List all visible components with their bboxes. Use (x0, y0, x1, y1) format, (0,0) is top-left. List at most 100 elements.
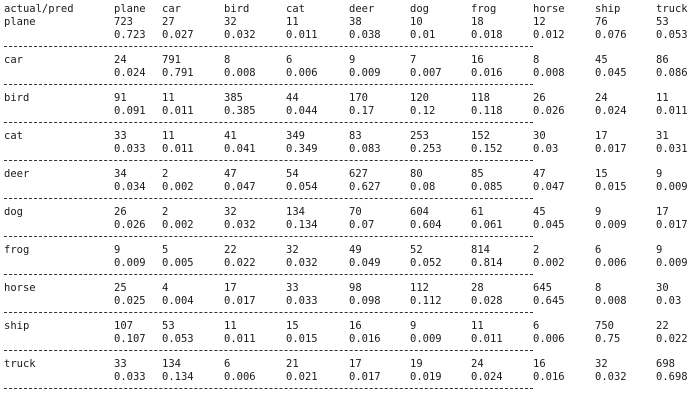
count-cell: 26 (114, 206, 127, 218)
rate-cell: 0.044 (286, 105, 318, 117)
col-header: dog (410, 3, 429, 15)
rate-cell: 0.627 (349, 181, 381, 193)
rate-cell: 0.098 (349, 295, 381, 307)
col-header: ship (595, 3, 621, 15)
count-cell: 11 (162, 130, 175, 142)
rate-cell: 0.604 (410, 219, 442, 231)
count-cell: 70 (349, 206, 362, 218)
count-cell: 33 (286, 282, 299, 294)
rate-line: 0.107 0.053 0.011 0.015 0.016 0.009 0.011 0.006… (4, 333, 695, 346)
rate-cell: 0.041 (224, 143, 256, 155)
rate-cell: 0.002 (162, 181, 194, 193)
count-cell: 723 (114, 16, 133, 28)
count-cell: 21 (286, 358, 299, 370)
count-line: plane 723 27 32 11 38 10 18 12 76 53 (4, 16, 695, 29)
rate-cell: 0.03 (656, 295, 682, 307)
rate-line: 0.033 0.134 0.006 0.021 0.017 0.019 0.024 0.016… (4, 371, 695, 384)
count-cell: 54 (286, 168, 299, 180)
count-cell: 8 (595, 282, 602, 294)
count-line: bird 91 11 385 44 170 120 118 26 24 11 (4, 92, 695, 105)
rate-cell: 0.028 (471, 295, 503, 307)
count-cell: 53 (162, 320, 175, 332)
count-cell: 15 (595, 168, 608, 180)
rate-line: 0.723 0.027 0.032 0.011 0.038 0.01 0.018 0.012 0… (4, 29, 695, 42)
rate-cell: 0.027 (162, 29, 194, 41)
rate-cell: 0.032 (224, 219, 256, 231)
matrix-row-deer: deer 34 2 47 54 627 80 85 47 15 9 0.034 0.002 0.047 0.… (4, 168, 695, 206)
count-cell: 645 (533, 282, 552, 294)
rate-cell: 0.349 (286, 143, 318, 155)
rate-cell: 0.011 (286, 29, 318, 41)
rate-cell: 0.024 (471, 371, 503, 383)
count-cell: 9 (656, 244, 663, 256)
rate-cell: 0.012 (533, 29, 565, 41)
count-cell: 17 (224, 282, 237, 294)
count-cell: 11 (224, 320, 237, 332)
count-cell: 61 (471, 206, 484, 218)
rate-cell: 0.002 (533, 257, 565, 269)
count-cell: 34 (114, 168, 127, 180)
rate-cell: 0.031 (656, 143, 688, 155)
rate-cell: 0.07 (349, 219, 375, 231)
rate-cell: 0.011 (162, 105, 194, 117)
count-cell: 6 (286, 54, 293, 66)
row-separator (4, 346, 695, 358)
rate-cell: 0.03 (533, 143, 559, 155)
count-cell: 112 (410, 282, 429, 294)
rate-cell: 0.024 (114, 67, 146, 79)
rate-cell: 0.054 (286, 181, 318, 193)
count-cell: 30 (533, 130, 546, 142)
col-header: cat (286, 3, 305, 15)
row-separator (4, 384, 695, 396)
count-cell: 750 (595, 320, 614, 332)
rate-cell: 0.008 (224, 67, 256, 79)
count-cell: 80 (410, 168, 423, 180)
rate-cell: 0.052 (410, 257, 442, 269)
col-header: truck (656, 3, 688, 15)
row-separator (4, 42, 695, 54)
count-cell: 11 (286, 16, 299, 28)
row-label: bird (4, 92, 30, 104)
header-row: actual/pred plane car bird cat deer dog … (4, 3, 695, 16)
count-cell: 4 (162, 282, 169, 294)
row-label: deer (4, 168, 30, 180)
rate-cell: 0.018 (471, 29, 503, 41)
rate-cell: 0.091 (114, 105, 146, 117)
rate-cell: 0.006 (533, 333, 565, 345)
rate-cell: 0.107 (114, 333, 146, 345)
matrix-row-frog: frog 9 5 22 32 49 52 814 2 6 9 0.009 0.005 0.022 0.032… (4, 244, 695, 282)
count-cell: 9 (595, 206, 602, 218)
rate-cell: 0.086 (656, 67, 688, 79)
matrix-row-horse: horse 25 4 17 33 98 112 28 645 8 30 0.025 0.004 0.017… (4, 282, 695, 320)
rate-cell: 0.034 (114, 181, 146, 193)
rate-cell: 0.009 (595, 219, 627, 231)
rate-cell: 0.645 (533, 295, 565, 307)
rate-cell: 0.011 (162, 143, 194, 155)
rate-cell: 0.118 (471, 105, 503, 117)
row-label: car (4, 54, 23, 66)
rate-cell: 0.152 (471, 143, 503, 155)
count-cell: 9 (656, 168, 663, 180)
rate-line: 0.034 0.002 0.047 0.054 0.627 0.08 0.085 0.047 0… (4, 181, 695, 194)
count-cell: 10 (410, 16, 423, 28)
matrix-row-ship: ship 107 53 11 15 16 9 11 6 750 22 0.107 0.053 0.011 0… (4, 320, 695, 358)
matrix-row-cat: cat 33 11 41 349 83 253 152 30 17 31 0.033 0.011 0.04… (4, 130, 695, 168)
count-line: car 24 791 8 6 9 7 16 8 45 86 (4, 54, 695, 67)
count-cell: 25 (114, 282, 127, 294)
rate-cell: 0.049 (349, 257, 381, 269)
rate-cell: 0.723 (114, 29, 146, 41)
count-cell: 152 (471, 130, 490, 142)
rate-cell: 0.045 (595, 67, 627, 79)
count-line: dog 26 2 32 134 70 604 61 45 9 17 (4, 206, 695, 219)
count-cell: 2 (162, 168, 169, 180)
count-line: truck 33 134 6 21 17 19 24 16 32 698 (4, 358, 695, 371)
rate-line: 0.025 0.004 0.017 0.033 0.098 0.112 0.028 0.645… (4, 295, 695, 308)
rate-cell: 0.053 (162, 333, 194, 345)
row-label: truck (4, 358, 36, 370)
rate-cell: 0.008 (595, 295, 627, 307)
count-cell: 8 (533, 54, 540, 66)
col-header: frog (471, 3, 497, 15)
rate-cell: 0.005 (162, 257, 194, 269)
rate-cell: 0.134 (286, 219, 318, 231)
row-separator (4, 80, 695, 92)
